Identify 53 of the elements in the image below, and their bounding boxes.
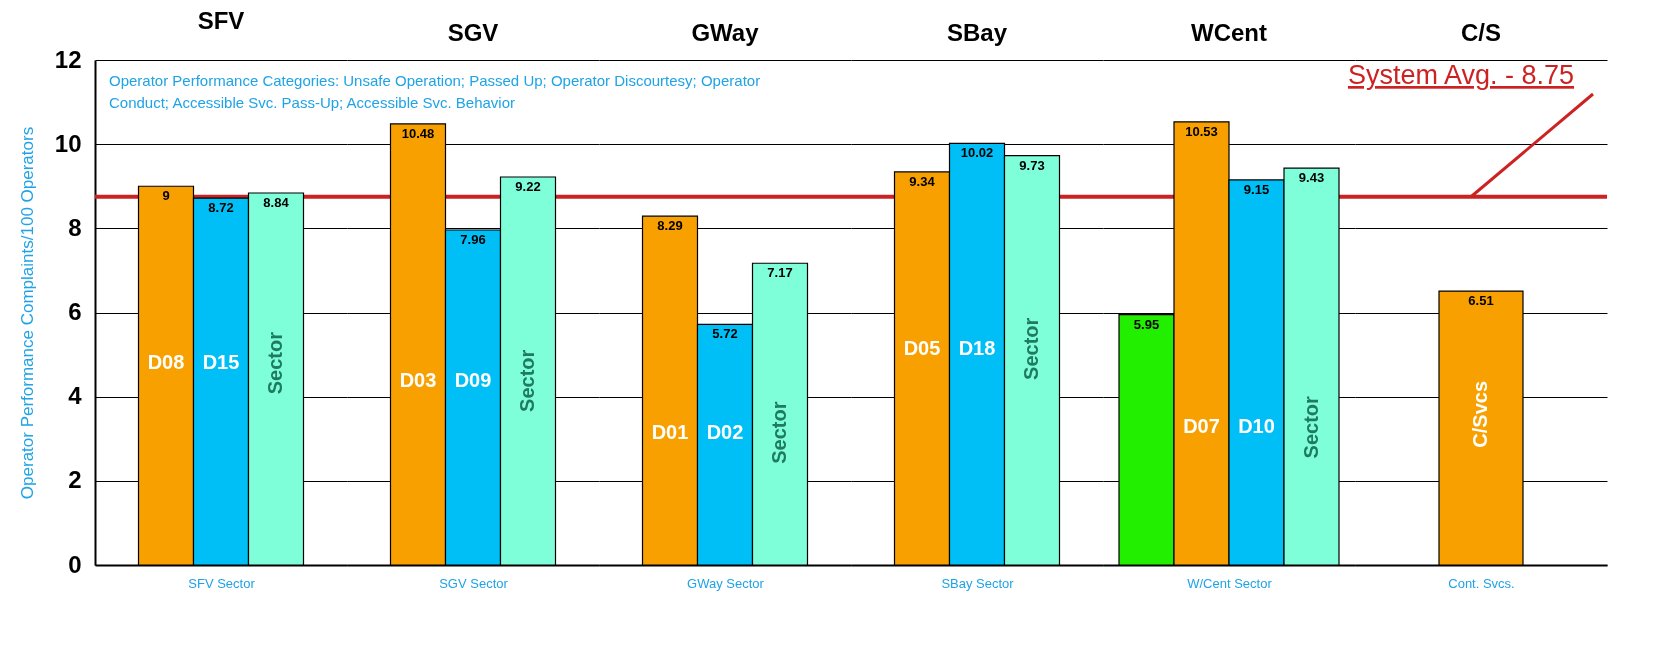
data-label: 5.72	[712, 326, 738, 342]
chart-title: SGV	[447, 19, 499, 46]
y-axis-title: Operator Performance Complaints/100 Operators	[17, 126, 37, 500]
y-tick-label: 2	[68, 466, 82, 494]
y-tick-label: 4	[68, 382, 83, 410]
annotation: Operator Performance Categories: Unsafe Operation; Passed Up; Operator Discourtesy; Operator Conduct; Accessible Svc. Pass-Up; Accessible Svc. Behavior	[109, 72, 761, 111]
data-label: 9.73	[1019, 157, 1045, 173]
category-label: D05	[903, 336, 941, 359]
y-tick-label: 8	[68, 213, 82, 241]
x-axis-title: GWay Sector	[687, 575, 765, 591]
category-label: D10	[1238, 415, 1275, 438]
y-tick-label: 12	[54, 45, 82, 73]
x-axis-title: SFV Sector	[188, 575, 256, 591]
chart-title: C/S	[1460, 19, 1502, 46]
data-label: 9.15	[1243, 181, 1270, 197]
data-label: 9.34	[909, 173, 936, 189]
chart-title: WCent	[1191, 19, 1267, 46]
category-label: D02	[706, 420, 744, 443]
data-label: 10.53	[1185, 123, 1218, 139]
category-label: D07	[1183, 415, 1220, 438]
category-label: D03	[399, 368, 437, 391]
category-label: D01	[651, 420, 689, 443]
category-label: Sector	[1299, 396, 1322, 459]
y-tick-label: 0	[68, 550, 82, 578]
chart-title: SFV	[197, 7, 245, 34]
x-tick-label: D15	[202, 351, 240, 374]
data-label: 10.02	[960, 145, 994, 161]
data-label: 8.84	[263, 194, 290, 210]
y-tick-label: 6	[68, 298, 82, 325]
x-tick-label: Sector	[264, 331, 286, 395]
data-label: 5.95	[1133, 316, 1160, 332]
x-axis-title: SGV Sector	[439, 575, 509, 591]
data-label: 6.51	[1468, 293, 1494, 309]
data-label: 10.48	[401, 125, 435, 141]
y-tick-label: 10	[54, 129, 82, 157]
data-label: 9.22	[515, 178, 541, 194]
data-label: 8.29	[657, 218, 683, 234]
data-label: 9	[162, 188, 170, 204]
chart-title: SBay	[946, 19, 1008, 46]
data-label: 7.17	[767, 265, 793, 281]
ref-line-label: System Avg. - 8.75	[1347, 60, 1575, 90]
data-label: 9.43	[1298, 170, 1325, 186]
data-label: 8.72	[208, 200, 234, 216]
category-label: C/Svcs	[1469, 380, 1491, 448]
x-axis-title: Cont. Svcs.	[1448, 575, 1515, 591]
x-axis-title: SBay Sector	[941, 575, 1015, 591]
category-label: D09	[454, 368, 492, 391]
category-label: Sector	[768, 401, 790, 464]
chart-title: GWay	[691, 19, 760, 46]
x-axis-title: W/Cent Sector	[1187, 575, 1273, 591]
data-label: 7.96	[460, 232, 486, 248]
x-tick-label: D08	[147, 351, 185, 374]
category-label: D18	[958, 336, 996, 359]
